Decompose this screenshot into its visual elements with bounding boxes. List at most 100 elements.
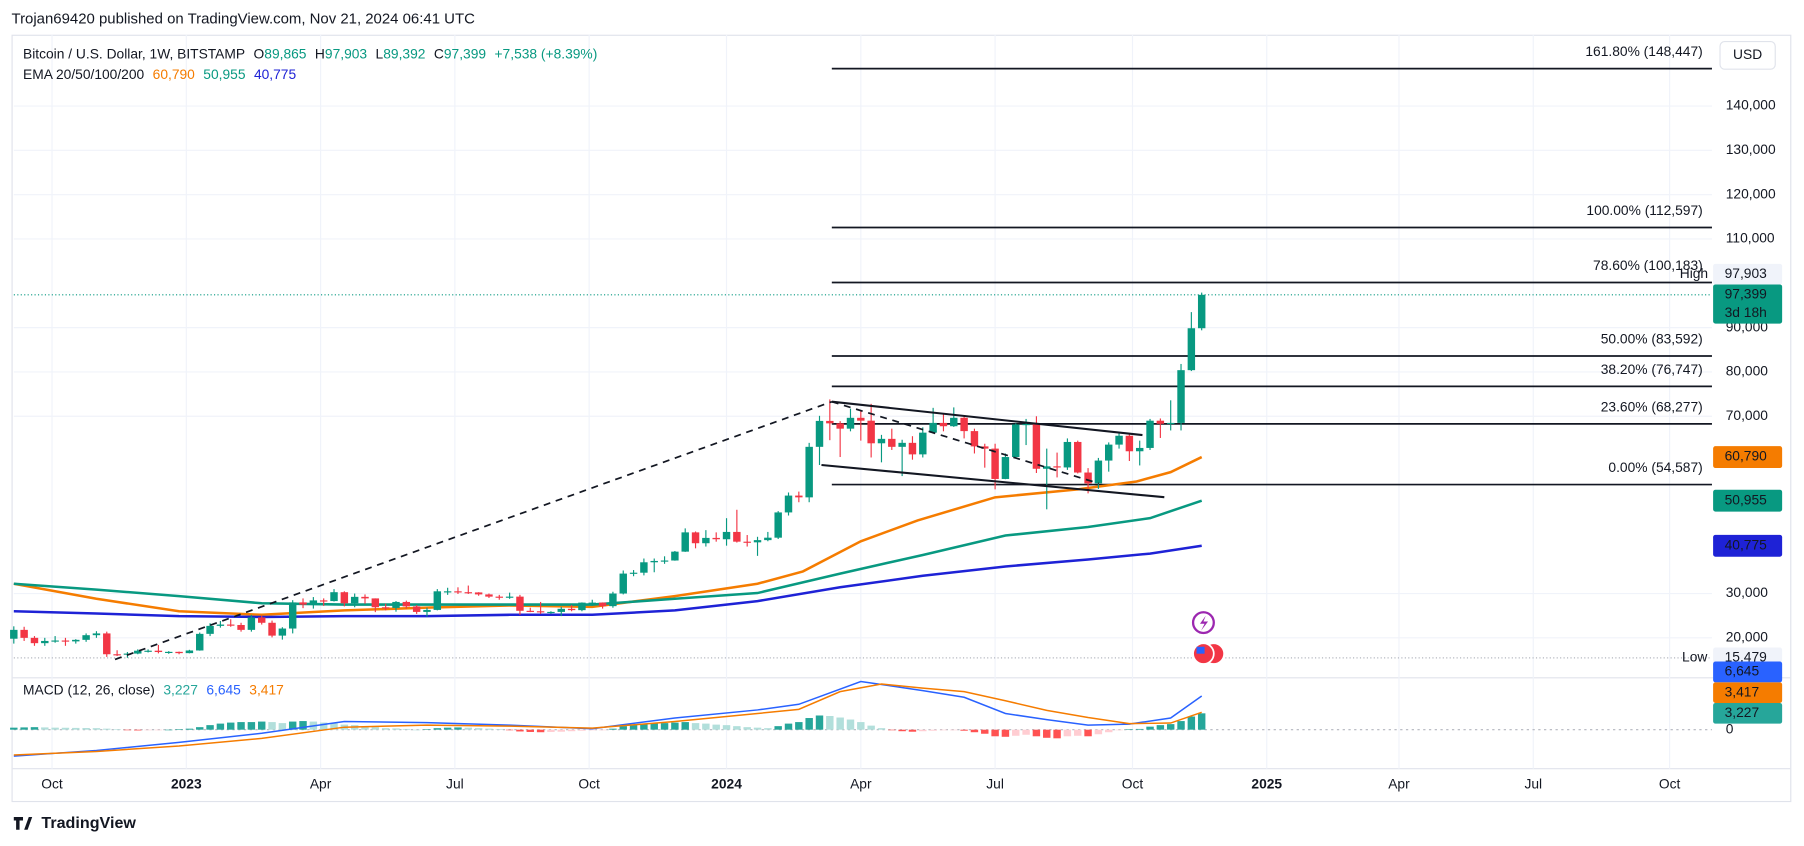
histogram-bar <box>299 721 307 730</box>
histogram-bar <box>392 728 400 730</box>
histogram-bar <box>660 723 669 730</box>
histogram-bar <box>857 722 865 730</box>
candle-body <box>1166 422 1175 425</box>
histogram-bar <box>505 729 514 731</box>
histogram-bar <box>671 722 679 730</box>
histogram-bar <box>319 722 328 730</box>
macd-tag: 3,227 <box>1725 705 1760 720</box>
candle-body <box>919 432 927 455</box>
histogram-bar <box>681 722 689 730</box>
currency[interactable]: USD <box>1733 47 1762 62</box>
histogram-bar <box>970 729 979 733</box>
candle-body <box>257 617 266 623</box>
indicator-value: 40,775 <box>254 67 297 82</box>
macd-line <box>13 683 1202 756</box>
legend: Bitcoin / U.S. Dollar, 1W, BITSTAMP O89,… <box>23 46 597 61</box>
histogram-bar <box>908 729 917 732</box>
x-tick-label: Oct <box>578 776 600 791</box>
histogram-bar <box>898 729 906 732</box>
candle-body <box>505 596 514 598</box>
histogram-bar <box>609 728 617 730</box>
fib-label: 78.60% (100,183) <box>1593 258 1703 273</box>
candle-body <box>970 431 979 447</box>
histogram-bar <box>330 723 338 730</box>
ohlc-value: 97,903 <box>325 46 368 61</box>
histogram-bar <box>134 729 142 731</box>
candle-body <box>536 611 545 613</box>
candle-body <box>640 562 648 573</box>
histogram-bar <box>526 729 534 732</box>
histogram-bar <box>288 721 297 730</box>
macd-value: 3,227 <box>163 682 198 697</box>
last-price-bg <box>1713 284 1783 324</box>
y-tick-label: 80,000 <box>1726 364 1769 379</box>
histogram-bar <box>805 718 813 730</box>
histogram-bar <box>774 726 782 730</box>
candle-body <box>278 628 287 636</box>
histogram-bar <box>960 729 968 731</box>
histogram-bar <box>433 728 442 730</box>
publisher: Trojan69420 published on TradingView.com… <box>12 11 476 28</box>
labels: High 97,903 97,399 3d 18h 60,790 50,955 40,775… <box>1680 263 1783 724</box>
candle-body <box>805 446 813 498</box>
candle-body <box>888 438 896 447</box>
candle-body <box>1135 447 1144 452</box>
ohlc-key: O <box>254 46 265 61</box>
candle-body <box>103 633 111 655</box>
histogram-bar <box>764 728 772 730</box>
symbol-title: Bitcoin / U.S. Dollar, 1W, BITSTAMP <box>23 46 245 61</box>
y-tick-label: 70,000 <box>1726 408 1769 423</box>
histogram-bar <box>1012 729 1020 736</box>
x-tick-label: Oct <box>41 776 63 791</box>
histogram-bar <box>1084 729 1092 737</box>
candle-body <box>381 607 390 609</box>
macd-title: MACD (12, 26, close) <box>23 682 155 697</box>
histogram-bar <box>412 729 421 731</box>
candle-body <box>629 572 638 574</box>
histogram-bar <box>629 724 638 730</box>
histogram-bar <box>474 728 483 730</box>
candle-body <box>495 596 504 598</box>
candle-body <box>1177 370 1185 423</box>
candle-body <box>588 602 596 604</box>
x-tick-label: Apr <box>1388 776 1410 791</box>
y-tick-label: 0 <box>1726 721 1734 736</box>
candle-body <box>433 591 442 610</box>
candle-body <box>1063 441 1072 468</box>
histogram-bar <box>361 726 369 730</box>
x-tick-label: Jul <box>1524 776 1542 791</box>
brand: TradingView <box>13 814 136 832</box>
candle-body <box>1156 420 1165 424</box>
candle-body <box>1146 420 1154 448</box>
histogram-bar <box>268 722 276 730</box>
fib-label: 100.00% (112,597) <box>1586 203 1702 218</box>
candle-body <box>898 442 906 447</box>
histogram-bar <box>1053 729 1061 739</box>
candle-body <box>1053 466 1061 468</box>
candle-body <box>619 573 627 594</box>
histogram-bar <box>196 727 204 730</box>
histogram-bar <box>702 723 710 730</box>
candle-body <box>939 422 948 427</box>
candle-body <box>206 625 214 634</box>
frame <box>11 34 1792 803</box>
candle-body <box>660 560 669 562</box>
histogram-bar <box>443 727 452 730</box>
histogram-bar <box>846 719 855 730</box>
currency-button[interactable] <box>1719 41 1776 70</box>
histogram-bar <box>826 715 834 730</box>
macd-tag: 6,645 <box>1725 664 1760 679</box>
candle-body <box>237 624 245 630</box>
histogram-bar <box>815 715 824 730</box>
candle-body <box>557 608 565 612</box>
candle-body <box>319 600 328 602</box>
histogram-bar <box>154 729 163 731</box>
candle-body <box>867 420 875 444</box>
candle-body <box>733 531 741 542</box>
candle-body <box>216 624 225 626</box>
candle-body <box>402 601 411 607</box>
x-tick-label: Apr <box>310 776 332 791</box>
drawings <box>114 400 1165 661</box>
candle-body <box>443 591 452 593</box>
